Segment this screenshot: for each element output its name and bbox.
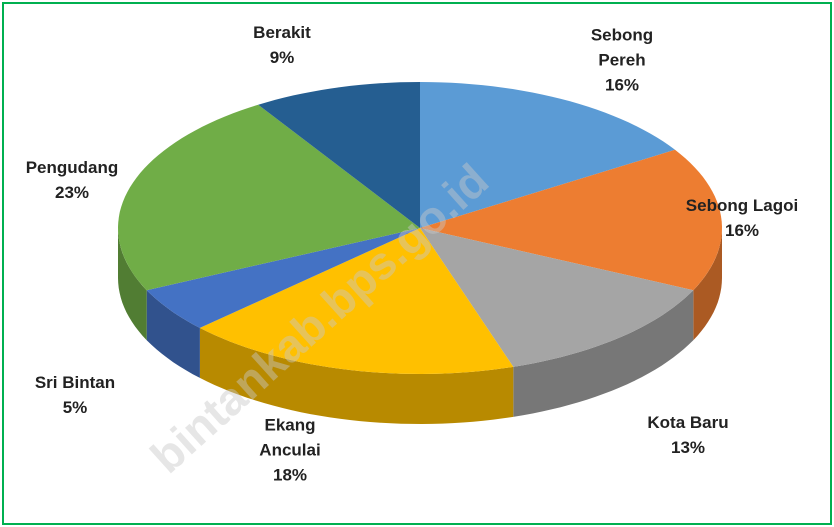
slice: [258, 82, 420, 228]
slice: [420, 149, 722, 291]
slice-side: [693, 228, 722, 341]
category-label: Kota Baru: [647, 413, 729, 432]
value-label: 23%: [54, 183, 90, 202]
value-label: 16%: [604, 75, 640, 95]
slice: [146, 228, 420, 328]
category-label: Sebong Pereh: [590, 25, 654, 70]
slice-side: [199, 327, 514, 424]
value-label: 9%: [269, 48, 295, 67]
slice-side: [513, 290, 694, 417]
category-label: Ekang Anculai: [259, 415, 321, 460]
value-label: 5%: [62, 398, 88, 417]
slice-side: [118, 228, 147, 341]
data-label: Berakit 9%: [232, 20, 332, 70]
category-label: Berakit: [253, 23, 311, 42]
category-label: Sebong Lagoi: [685, 196, 799, 215]
category-label: Sri Bintan: [34, 373, 116, 392]
data-label: Sebong Pereh 16%: [572, 23, 672, 98]
slice: [420, 228, 694, 367]
data-label: Sri Bintan 5%: [5, 370, 145, 420]
slice: [199, 228, 514, 374]
category-label: Pengudang: [25, 158, 119, 177]
data-label: Ekang Anculai 18%: [240, 413, 340, 488]
value-label: 18%: [272, 465, 308, 485]
data-label: Kota Baru 13%: [623, 410, 753, 460]
slice-side: [146, 290, 200, 378]
slice: [118, 104, 420, 291]
slice: [420, 82, 675, 228]
value-label: 13%: [670, 438, 706, 457]
data-label: Sebong Lagoi 16%: [667, 193, 817, 243]
value-label: 16%: [724, 221, 760, 240]
data-label: Pengudang 23%: [2, 155, 142, 205]
